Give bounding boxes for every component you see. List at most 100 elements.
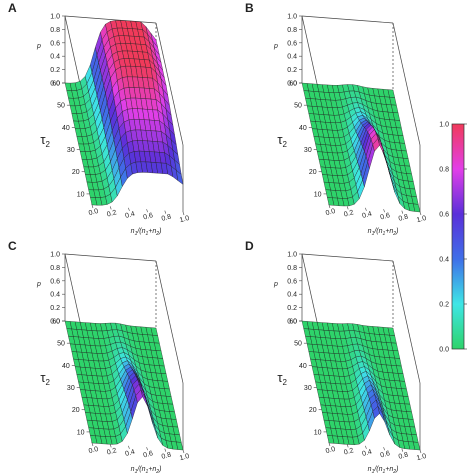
x-tick-label: 0.4	[361, 211, 372, 220]
x-tick	[401, 210, 404, 214]
tau-tick-label: 40	[299, 125, 307, 132]
x-label-part: /(n	[136, 466, 145, 473]
colorbar-tick-label: 0.6	[439, 212, 449, 219]
tau-axis-label: τ2	[277, 132, 287, 149]
z-tick-label: 1.0	[287, 14, 297, 21]
x-tick	[91, 442, 94, 447]
z-tick-label: 0.8	[50, 27, 60, 34]
z-tick-label: 0.6	[50, 278, 60, 285]
x-label-part: 1	[383, 469, 386, 475]
x-tick	[182, 211, 185, 216]
x-axis-label: n1/(n1+n2)	[368, 466, 399, 475]
x-tick-label: 0.0	[88, 208, 99, 217]
x-label-part: n	[368, 466, 372, 473]
tau-tick-label: 20	[309, 169, 317, 176]
x-label-part: /(n	[373, 466, 382, 473]
x-tick-label: 0.0	[325, 208, 336, 217]
x-tick	[419, 449, 422, 454]
z-tick-label: 0.6	[287, 278, 297, 285]
z-tick-label: 0.4	[287, 292, 297, 299]
x-tick	[383, 209, 385, 213]
x-tick	[401, 448, 404, 452]
tau-tick-label: 60	[52, 319, 60, 326]
x-tick	[164, 210, 167, 214]
panel-letter-a: A	[8, 1, 17, 15]
z-tick-label: 0.0	[50, 81, 60, 88]
x-axis-label: n1/(n1+n2)	[131, 228, 162, 237]
x-tick	[346, 206, 349, 210]
z-tick-label: 0.8	[287, 265, 297, 272]
x-label-part: 1	[372, 469, 375, 475]
x-tick	[109, 444, 112, 448]
box-edge	[301, 15, 394, 24]
z-tick-label: 0.6	[50, 40, 60, 47]
tau-symbol: τ	[40, 132, 46, 147]
x-label-part: )	[158, 228, 161, 235]
x-tick	[328, 442, 331, 447]
surface-cell	[413, 203, 421, 213]
x-tick	[91, 204, 94, 209]
x-tick-label: 0.8	[398, 213, 409, 222]
x-tick-label: 0.8	[398, 451, 409, 460]
surface-cell	[176, 441, 184, 451]
z-axis-label: p	[273, 281, 278, 288]
colorbar-tick-label: 0.0	[439, 347, 449, 354]
x-tick-label: 0.4	[124, 449, 135, 458]
z-tick-label: 0.2	[50, 67, 60, 74]
x-label-part: 1	[135, 231, 138, 237]
x-label-part: +n	[148, 228, 156, 235]
x-tick-label: 0.2	[106, 447, 117, 456]
x-label-part: 2	[155, 469, 159, 475]
tau-tick-label: 10	[77, 191, 85, 198]
tau-tick-label: 50	[294, 341, 302, 348]
x-tick-label: 0.8	[161, 451, 172, 460]
colorbar-gradient	[451, 123, 465, 350]
x-tick-label: 0.4	[124, 211, 135, 220]
x-tick	[346, 444, 349, 448]
x-tick-label: 0.4	[361, 449, 372, 458]
tau-tick-label: 10	[314, 191, 322, 198]
tau-tick-label: 40	[299, 363, 307, 370]
tau-tick-label: 60	[52, 81, 60, 88]
x-label-part: n	[131, 228, 135, 235]
tau-subscript: 2	[45, 140, 50, 149]
colorbar-tick-label: 1.0	[439, 122, 449, 129]
z-tick-label: 0.0	[287, 81, 297, 88]
z-tick-label: 1.0	[287, 252, 297, 259]
tau-axis-label: τ2	[277, 370, 287, 387]
tau-symbol: τ	[277, 370, 283, 385]
box-edge	[64, 253, 157, 262]
z-tick-label: 0.6	[287, 40, 297, 47]
x-tick	[164, 448, 167, 452]
x-tick-label: 0.0	[325, 446, 336, 455]
tau-tick-label: 20	[72, 407, 80, 414]
tau-tick-label: 50	[57, 103, 65, 110]
x-tick	[383, 447, 385, 451]
colorbar-tick-label: 0.8	[439, 167, 449, 174]
x-tick-label: 1.0	[179, 215, 190, 224]
x-tick-label: 1.0	[416, 453, 427, 462]
x-label-part: 1	[135, 469, 138, 475]
x-label-part: n	[368, 228, 372, 235]
colorbar-tick-label: 0.4	[439, 257, 449, 264]
tau-tick-label: 60	[289, 319, 297, 326]
z-axis-label: p	[36, 281, 41, 288]
tau-tick-label: 10	[77, 429, 85, 436]
x-label-part: 1	[383, 231, 386, 237]
panel-letter-d: D	[245, 239, 254, 253]
tau-tick-label: 20	[309, 407, 317, 414]
x-axis-label: n1/(n1+n2)	[368, 228, 399, 237]
x-tick	[182, 449, 185, 454]
surface-cell	[176, 169, 184, 185]
x-tick-label: 0.6	[380, 450, 391, 459]
tau-symbol: τ	[40, 370, 46, 385]
x-label-part: +n	[385, 466, 393, 473]
box-edge	[392, 22, 421, 146]
x-tick-label: 0.2	[343, 209, 354, 218]
x-tick-label: 0.6	[143, 212, 154, 221]
